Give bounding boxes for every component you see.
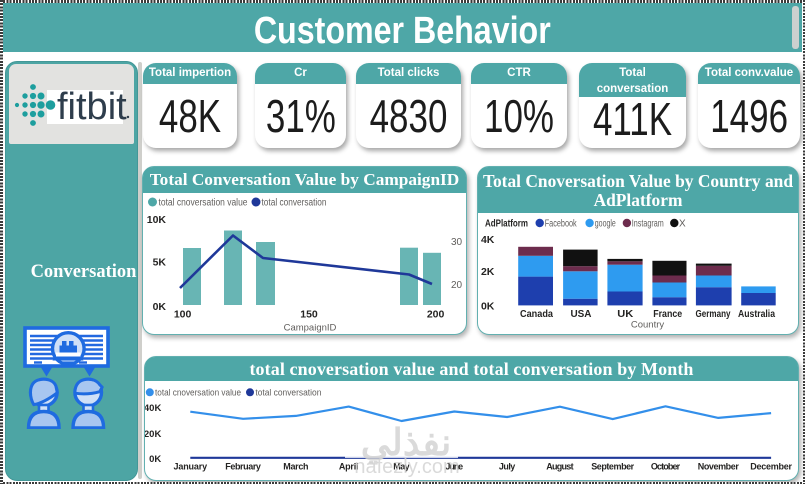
svg-text:total conversation: total conversation: [262, 198, 327, 209]
svg-text:10K: 10K: [147, 214, 167, 226]
svg-text:August: August: [546, 462, 573, 472]
svg-text:fitbit: fitbit: [57, 86, 127, 128]
svg-text:4K: 4K: [481, 234, 495, 246]
svg-text:March: March: [283, 462, 308, 472]
svg-text:Instagram: Instagram: [632, 219, 664, 230]
svg-text:Canada: Canada: [520, 309, 553, 320]
svg-text:X: X: [679, 219, 686, 230]
svg-text:0K: 0K: [153, 301, 167, 313]
svg-text:USA: USA: [571, 309, 592, 320]
svg-text:total conversation: total conversation: [255, 388, 321, 398]
svg-text:google: google: [595, 219, 616, 230]
svg-text:2K: 2K: [481, 266, 495, 278]
svg-text:40K: 40K: [145, 403, 161, 414]
svg-text:100: 100: [174, 309, 192, 321]
svg-text:September: September: [591, 462, 634, 472]
svg-text:Facebook: Facebook: [545, 219, 578, 230]
svg-text:0K: 0K: [481, 301, 495, 313]
svg-text:0K: 0K: [149, 454, 161, 465]
svg-text:June: June: [445, 462, 463, 472]
svg-text:total cnoversation value: total cnoversation value: [159, 198, 248, 209]
svg-text:150: 150: [300, 309, 318, 321]
svg-text:30: 30: [451, 237, 463, 248]
svg-text:200: 200: [427, 309, 445, 321]
svg-text:November: November: [698, 462, 740, 472]
svg-text:Germany: Germany: [696, 309, 731, 320]
svg-text:October: October: [651, 462, 681, 472]
svg-text:April: April: [339, 462, 359, 472]
svg-text:December: December: [750, 462, 792, 472]
svg-text:20K: 20K: [145, 429, 161, 440]
svg-text:Country: Country: [631, 320, 665, 331]
svg-text:UK: UK: [617, 309, 634, 320]
svg-text:Australia: Australia: [738, 309, 775, 320]
svg-text:5K: 5K: [153, 257, 167, 269]
svg-text:20: 20: [451, 280, 463, 291]
svg-text:February: February: [225, 462, 261, 472]
svg-text:AdPlatform: AdPlatform: [485, 218, 528, 230]
svg-text:France: France: [653, 309, 682, 320]
svg-text:CampaignID: CampaignID: [284, 323, 337, 334]
svg-text:January: January: [174, 462, 208, 472]
svg-text:May: May: [393, 462, 409, 472]
svg-text:July: July: [499, 462, 515, 472]
svg-text:total cnoversation value: total cnoversation value: [155, 388, 241, 398]
